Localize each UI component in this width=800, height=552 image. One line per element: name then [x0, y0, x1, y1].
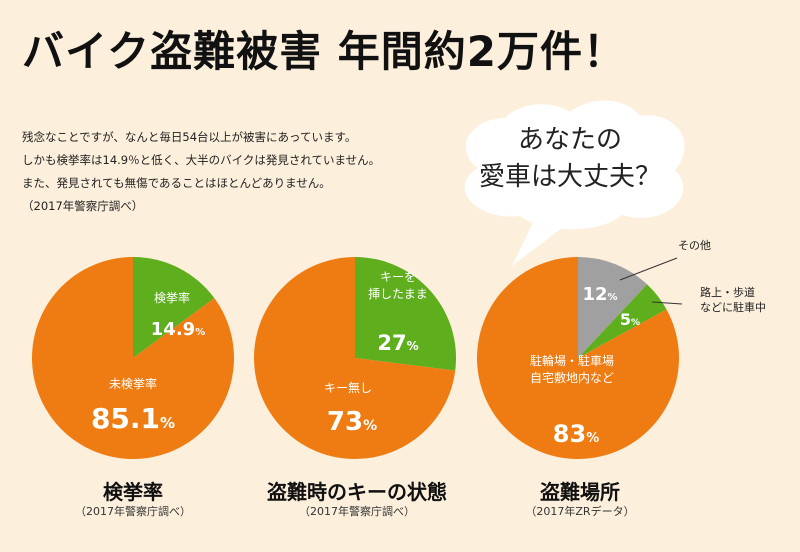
speech-bubble-text: あなたの 愛車は大丈夫？ — [470, 122, 670, 196]
intro-text: 残念なことですが、なんと毎日54台以上が被害にあっています。 しかも検挙率は14… — [22, 126, 380, 218]
speech-bubble-shape — [464, 100, 685, 230]
speech-bubble-tail — [512, 212, 570, 266]
chart-source-key-state: （2017年警察庁調べ） — [299, 505, 415, 518]
callout-label: 路上・歩道 — [700, 285, 755, 299]
chart-title-theft-location: 盗難場所 — [540, 480, 620, 504]
callout-leader-line — [619, 257, 678, 281]
headline: バイク盗難被害 年間約2万件！ — [22, 27, 627, 76]
intro-source: （2017年警察庁調べ） — [22, 199, 144, 213]
slice-value-label: 5% — [620, 310, 640, 329]
slice-value-label: 12% — [582, 284, 617, 305]
intro-line: 残念なことですが、なんと毎日54台以上が被害にあっています。 — [22, 130, 357, 144]
slice-value-label: 85.1% — [91, 402, 175, 435]
chart-source-arrest-rate: （2017年警察庁調べ） — [75, 505, 191, 518]
bubble-line: あなたの — [517, 125, 622, 155]
chart-source-theft-location: （2017年ZRデータ） — [525, 505, 635, 518]
slice-label: 検挙率 — [154, 290, 190, 305]
bubble-line: 愛車は大丈夫？ — [478, 162, 661, 192]
pie-slice — [578, 257, 648, 358]
pie-slice — [133, 257, 215, 358]
slice-label: 自宅敷地内など — [530, 370, 614, 385]
callout-label: などに駐車中 — [700, 300, 766, 314]
pie-slice — [355, 257, 456, 371]
slice-label: 駐輪場・駐車場 — [530, 353, 614, 368]
chart-title-arrest-rate: 検挙率 — [103, 480, 163, 504]
slice-value-label: 27% — [377, 331, 418, 355]
slice-value-label: 14.9% — [151, 319, 205, 340]
slice-label: キーを — [380, 270, 416, 284]
slice-label: キー無し — [324, 380, 372, 395]
slice-label: 挿したまま — [368, 287, 428, 301]
pie-slice — [31, 257, 234, 460]
slice-value-label: 73% — [327, 407, 377, 437]
callout-leader-line — [651, 301, 683, 305]
chart-title-key-state: 盗難時のキーの状態 — [267, 480, 447, 504]
intro-line: しかも検挙率は14.9％と低く、大半のバイクは発見されていません。 — [22, 153, 381, 167]
pie-slice — [476, 257, 679, 459]
intro-line: また、発見されても無傷であることはほとんどありません。 — [22, 176, 331, 190]
pie-slice — [578, 284, 667, 358]
pie-slice — [253, 257, 456, 459]
callout-label: その他 — [678, 239, 711, 252]
slice-label: 未検挙率 — [109, 376, 157, 391]
slice-value-label: 83% — [553, 420, 599, 448]
